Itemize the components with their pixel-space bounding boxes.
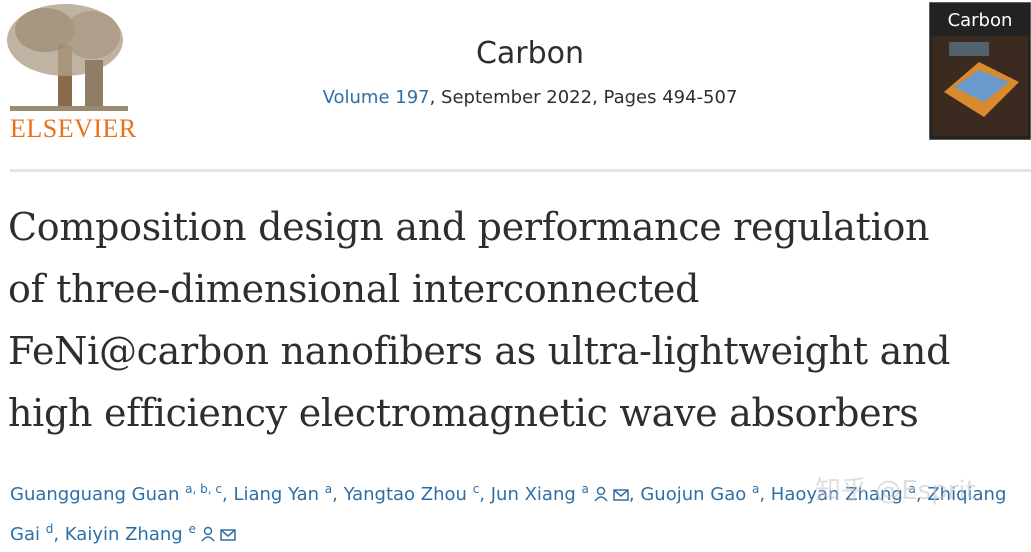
cover-title: Carbon [948, 10, 1013, 31]
article-title: Composition design and performance regul… [8, 196, 950, 444]
author-name[interactable]: Liang Yan [233, 484, 320, 505]
issue-line: Volume 197, September 2022, Pages 494-50… [230, 87, 830, 108]
author-name[interactable]: Yangtao Zhou [343, 484, 467, 505]
title-line: Composition design and performance regul… [8, 205, 930, 249]
affiliation-marker[interactable]: a [581, 482, 589, 496]
separator: , [332, 484, 344, 505]
separator: , [915, 484, 928, 505]
volume-link[interactable]: Volume 197 [322, 87, 430, 108]
affiliation-marker[interactable]: e [188, 522, 196, 536]
author-name[interactable]: Guojun Gao [640, 484, 747, 505]
contact-icons [196, 524, 236, 545]
author-list: Guangguang Guan a, b, c, Liang Yan a, Ya… [10, 472, 1020, 552]
affiliation-marker[interactable]: c [472, 482, 480, 496]
publisher-logo [7, 4, 128, 111]
publisher-name: ELSEVIER [10, 114, 137, 143]
issue-info: , September 2022, Pages 494-507 [429, 87, 738, 108]
watermark: 知乎 @Esprit [815, 476, 976, 506]
title-line: of three-dimensional interconnected [8, 267, 700, 311]
separator: , [479, 484, 491, 505]
email-icon[interactable] [613, 488, 629, 502]
journal-title[interactable]: Carbon [475, 36, 585, 71]
title-line: FeNi@carbon nanofibers as ultra-lightwei… [8, 329, 951, 373]
separator: , [222, 484, 234, 505]
affiliation-marker[interactable]: d [45, 522, 54, 536]
journal-cover[interactable]: Carbon [929, 2, 1031, 140]
author-name[interactable]: Guangguang Guan [10, 484, 180, 505]
author-icon[interactable] [200, 526, 216, 542]
title-line: high efficiency electromagnetic wave abs… [8, 391, 919, 435]
affiliation-marker[interactable]: a [908, 482, 916, 496]
separator: , [759, 484, 771, 505]
contact-icons [589, 484, 629, 505]
affiliation-marker[interactable]: a [751, 482, 760, 496]
affiliation-marker[interactable]: a [324, 482, 333, 496]
divider [10, 169, 1031, 172]
separator: , [53, 524, 65, 545]
author-name[interactable]: Jun Xiang [490, 484, 576, 505]
separator: , [628, 484, 641, 505]
author-icon[interactable] [593, 486, 609, 502]
email-icon[interactable] [220, 528, 236, 542]
author-name[interactable]: Kaiyin Zhang [64, 524, 183, 545]
author-name[interactable]: Haoyan Zhang [770, 484, 903, 505]
page: ELSEVIER Carbon Volume 197, September 20… [7, 2, 1031, 545]
affiliation-marker[interactable]: a, b, c [185, 482, 222, 496]
